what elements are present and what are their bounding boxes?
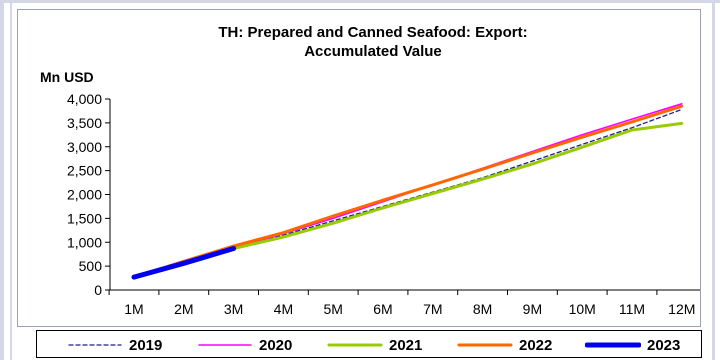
legend-swatch-2022: [457, 343, 513, 347]
y-tick-label: 500: [79, 258, 103, 274]
left-inner-stripe: [10, 0, 12, 360]
legend-item-2019: 2019: [67, 335, 187, 355]
chart-area: TH: Prepared and Canned Seafood: Export:…: [17, 9, 708, 327]
x-tick-label: 5M: [323, 301, 342, 317]
legend-item-2023: 2023: [585, 335, 705, 355]
chart-svg: TH: Prepared and Canned Seafood: Export:…: [40, 24, 708, 317]
left-border-stripe: [0, 0, 4, 360]
right-border-stripe: [712, 0, 715, 360]
x-tick-label: 9M: [523, 301, 542, 317]
legend: 2019 2020 2021 2022 2023: [36, 330, 702, 358]
legend-swatch-2021: [327, 343, 383, 347]
x-tick-label: 4M: [274, 301, 293, 317]
y-tick-label: 1,000: [67, 234, 102, 250]
x-tick-label: 7M: [423, 301, 442, 317]
y-tick-label: 4,000: [67, 91, 102, 107]
y-tick-label: 2,500: [67, 163, 102, 179]
legend-label-2023: 2023: [647, 337, 681, 354]
y-tick-label: 2,000: [67, 187, 102, 203]
y-axis-label: Mn USD: [40, 69, 94, 85]
x-tick-label: 3M: [224, 301, 243, 317]
chart-title-line-2: Accumulated Value: [304, 43, 442, 60]
legend-swatch-2023: [585, 342, 641, 348]
x-tick-label: 2M: [174, 301, 193, 317]
y-tick-label: 3,500: [67, 115, 102, 131]
y-tick-label: 0: [94, 282, 102, 298]
x-tick-label: 6M: [373, 301, 392, 317]
y-tick-label: 3,000: [67, 139, 102, 155]
top-border-stripe: [0, 0, 720, 3]
chart-title-line-1: TH: Prepared and Canned Seafood: Export:: [218, 24, 527, 41]
y-tick-label: 1,500: [67, 210, 102, 226]
x-tick-label: 8M: [473, 301, 492, 317]
x-tick-label: 1M: [124, 301, 143, 317]
legend-item-2021: 2021: [327, 335, 447, 355]
series-line-2023: [131, 246, 237, 280]
legend-label-2020: 2020: [259, 337, 293, 354]
legend-label-2021: 2021: [389, 337, 423, 354]
series-layer: [131, 103, 684, 280]
legend-swatch-2020: [198, 344, 252, 346]
legend-item-2022: 2022: [457, 335, 577, 355]
legend-item-2020: 2020: [197, 335, 317, 355]
legend-label-2022: 2022: [519, 337, 553, 354]
axes: 0 500 1,000 1,500 2,000 2,500 3,000 3,500 4,000 1…: [67, 91, 708, 317]
x-tick-label: 11M: [619, 301, 645, 317]
legend-label-2019: 2019: [129, 337, 163, 354]
x-tick-label: 12M: [668, 301, 695, 317]
legend-swatch-2019: [68, 344, 122, 346]
x-tick-label: 10M: [569, 301, 596, 317]
